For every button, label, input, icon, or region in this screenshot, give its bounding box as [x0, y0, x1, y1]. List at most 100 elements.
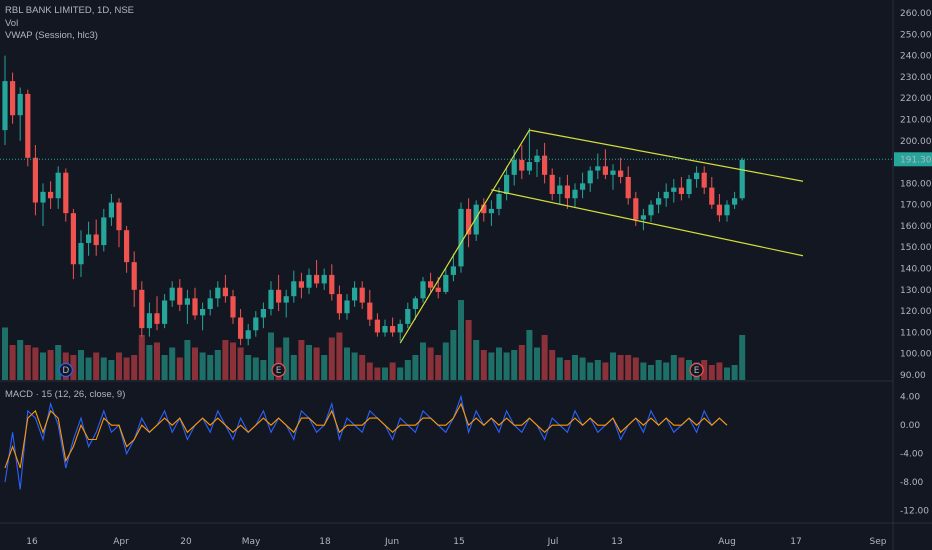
volume-bar — [534, 347, 540, 380]
volume-bar — [222, 340, 229, 380]
volume-bar — [313, 347, 320, 380]
candle — [192, 287, 198, 320]
candle-body — [580, 183, 586, 190]
volume-bar — [321, 355, 328, 380]
price-tick-label: 240.00 — [900, 52, 932, 62]
macd-tick-label: -4.00 — [900, 450, 924, 460]
price-tick-label: 140.00 — [900, 265, 932, 275]
candle — [656, 191, 662, 214]
candle-body — [663, 191, 669, 199]
candle-body — [610, 170, 616, 175]
earnings-marker — [689, 362, 704, 378]
candle — [162, 294, 168, 329]
candle — [108, 194, 114, 226]
candle-body — [291, 281, 297, 297]
candle — [564, 174, 570, 209]
candle-body — [564, 185, 570, 199]
candle-body — [739, 159, 745, 199]
candle-body — [428, 281, 434, 288]
candle — [184, 289, 190, 324]
candle — [63, 168, 69, 222]
volume-bar — [594, 360, 601, 380]
volume-bar — [93, 352, 100, 380]
volume-bar — [108, 360, 115, 380]
volume-bar — [708, 365, 715, 380]
volume-bar — [526, 330, 533, 380]
price-tick-label: 100.00 — [900, 350, 932, 360]
candle-body — [124, 230, 130, 263]
time-tick-label: 15 — [453, 537, 464, 547]
candle-body — [32, 157, 38, 203]
time-tick-label: 17 — [790, 537, 801, 547]
volume-bar — [176, 357, 183, 380]
volume-bar — [556, 357, 563, 380]
candle — [724, 200, 730, 222]
volume-bar — [617, 355, 624, 380]
candle — [602, 149, 608, 180]
event-marker-label: D — [62, 366, 69, 376]
candle-body — [701, 172, 707, 188]
candle — [488, 200, 494, 226]
volume-bar — [184, 340, 191, 380]
macd-line — [4, 394, 728, 490]
volume-bar — [123, 357, 130, 380]
price-tick-label: 110.00 — [900, 328, 932, 338]
candle — [352, 281, 358, 307]
candle — [678, 176, 684, 201]
candle — [412, 296, 418, 320]
candle-body — [146, 313, 152, 329]
volume-bar — [2, 327, 8, 380]
candle-body — [2, 81, 8, 131]
volume-bar — [55, 345, 62, 380]
candle-body — [169, 287, 175, 301]
volume-bar — [716, 362, 723, 380]
candle-body — [694, 172, 700, 180]
candle-body — [245, 330, 251, 339]
candle-body — [101, 217, 107, 246]
candle-body — [549, 174, 555, 194]
volume-bar — [564, 360, 571, 380]
candle-body — [488, 208, 494, 214]
candle-body — [86, 234, 92, 243]
candle — [336, 285, 342, 320]
volume-bar — [511, 350, 518, 380]
time-tick-label: Jun — [384, 537, 399, 547]
candle — [572, 183, 578, 207]
candle-body — [238, 317, 244, 339]
candle-body — [412, 298, 418, 309]
volume-bar — [359, 355, 366, 380]
candle — [618, 157, 624, 184]
time-tick-label: 20 — [180, 537, 192, 547]
candle — [101, 208, 107, 252]
volume-bar — [420, 342, 426, 380]
candle — [420, 277, 426, 303]
candle — [450, 253, 456, 282]
volume-bar — [427, 347, 434, 380]
candle — [519, 145, 525, 180]
volume-bar — [138, 335, 145, 380]
event-marker-label: E — [694, 366, 700, 376]
candle — [367, 289, 373, 327]
volume-bar — [503, 352, 510, 380]
volume-bar — [199, 352, 206, 380]
volume-bar — [116, 352, 122, 380]
volume-bar — [632, 357, 639, 380]
candle-body — [192, 298, 198, 316]
candle — [215, 281, 221, 307]
candle-body — [473, 204, 479, 235]
candle-body — [184, 298, 190, 305]
dividend-marker — [58, 362, 73, 378]
volume-bar — [686, 360, 692, 380]
volume-bar — [610, 352, 616, 380]
volume-bar — [382, 367, 388, 380]
volume-bar — [374, 367, 381, 380]
candle — [648, 200, 654, 222]
candle-body — [276, 289, 282, 303]
candle — [245, 323, 251, 346]
volume-bar — [435, 355, 442, 380]
candle-body — [230, 296, 236, 318]
volume-bar — [602, 362, 609, 380]
volume-bar — [78, 350, 84, 380]
